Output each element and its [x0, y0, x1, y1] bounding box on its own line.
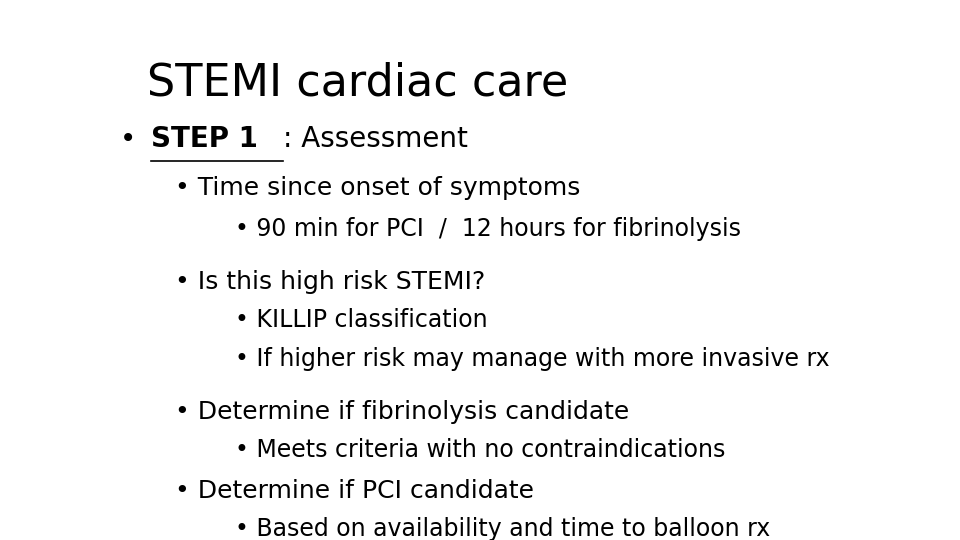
Text: • Meets criteria with no contraindications: • Meets criteria with no contraindicatio… [234, 438, 725, 462]
Text: • Is this high risk STEMI?: • Is this high risk STEMI? [175, 270, 485, 294]
Text: • Determine if PCI candidate: • Determine if PCI candidate [175, 479, 534, 503]
Text: • If higher risk may manage with more invasive rx: • If higher risk may manage with more in… [234, 347, 829, 370]
Text: • Based on availability and time to balloon rx: • Based on availability and time to ball… [234, 517, 770, 540]
Text: : Assessment: : Assessment [282, 125, 468, 153]
Text: STEP 1: STEP 1 [151, 125, 257, 153]
Text: STEMI cardiac care: STEMI cardiac care [147, 61, 568, 104]
Text: • 90 min for PCI  /  12 hours for fibrinolysis: • 90 min for PCI / 12 hours for fibrinol… [234, 217, 740, 241]
Text: •: • [120, 125, 145, 153]
Text: • Determine if fibrinolysis candidate: • Determine if fibrinolysis candidate [175, 400, 629, 424]
Text: • Time since onset of symptoms: • Time since onset of symptoms [175, 176, 580, 200]
Text: • KILLIP classification: • KILLIP classification [234, 308, 487, 333]
